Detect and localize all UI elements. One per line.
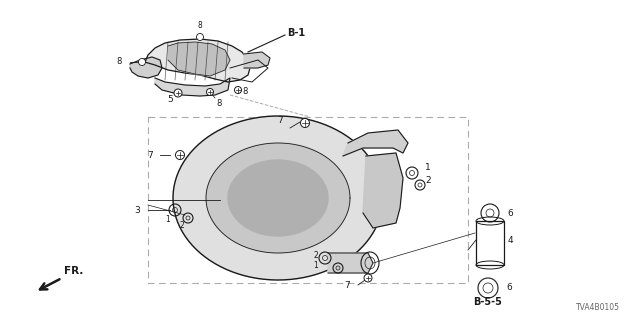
Text: 3: 3 [134,205,140,214]
Polygon shape [145,39,250,82]
Text: 1: 1 [425,163,431,172]
Text: 6: 6 [507,209,513,218]
Text: 8: 8 [116,57,122,66]
Polygon shape [343,130,408,156]
Text: B-5-5: B-5-5 [474,297,502,307]
Text: 7: 7 [147,150,153,159]
Circle shape [234,86,241,93]
Circle shape [138,59,145,66]
Polygon shape [168,42,230,76]
Polygon shape [155,78,230,96]
Polygon shape [363,153,403,228]
Circle shape [175,150,184,159]
Polygon shape [173,116,383,280]
Polygon shape [244,52,270,68]
Text: 8: 8 [216,99,221,108]
Text: 2: 2 [180,221,185,230]
Polygon shape [130,57,162,78]
Text: 1: 1 [313,261,318,270]
Text: 7: 7 [277,116,283,124]
Text: 2: 2 [313,251,318,260]
Text: 7: 7 [344,281,350,290]
Circle shape [174,89,182,97]
Text: 5: 5 [167,95,173,104]
Text: FR.: FR. [64,266,83,276]
Text: B-1: B-1 [287,28,305,38]
Circle shape [207,89,214,95]
Text: TVA4B0105: TVA4B0105 [576,303,620,312]
Circle shape [301,118,310,127]
Bar [476,221,504,265]
Text: 4: 4 [508,236,514,244]
Text: 6: 6 [506,284,512,292]
Polygon shape [328,253,373,273]
Circle shape [364,274,372,282]
Polygon shape [206,143,350,253]
Text: 1: 1 [165,215,170,224]
Text: 2: 2 [425,176,431,185]
Circle shape [196,34,204,41]
Bar [148,117,468,283]
Text: 8: 8 [242,86,248,95]
Text: 8: 8 [198,21,202,30]
Polygon shape [228,160,328,236]
